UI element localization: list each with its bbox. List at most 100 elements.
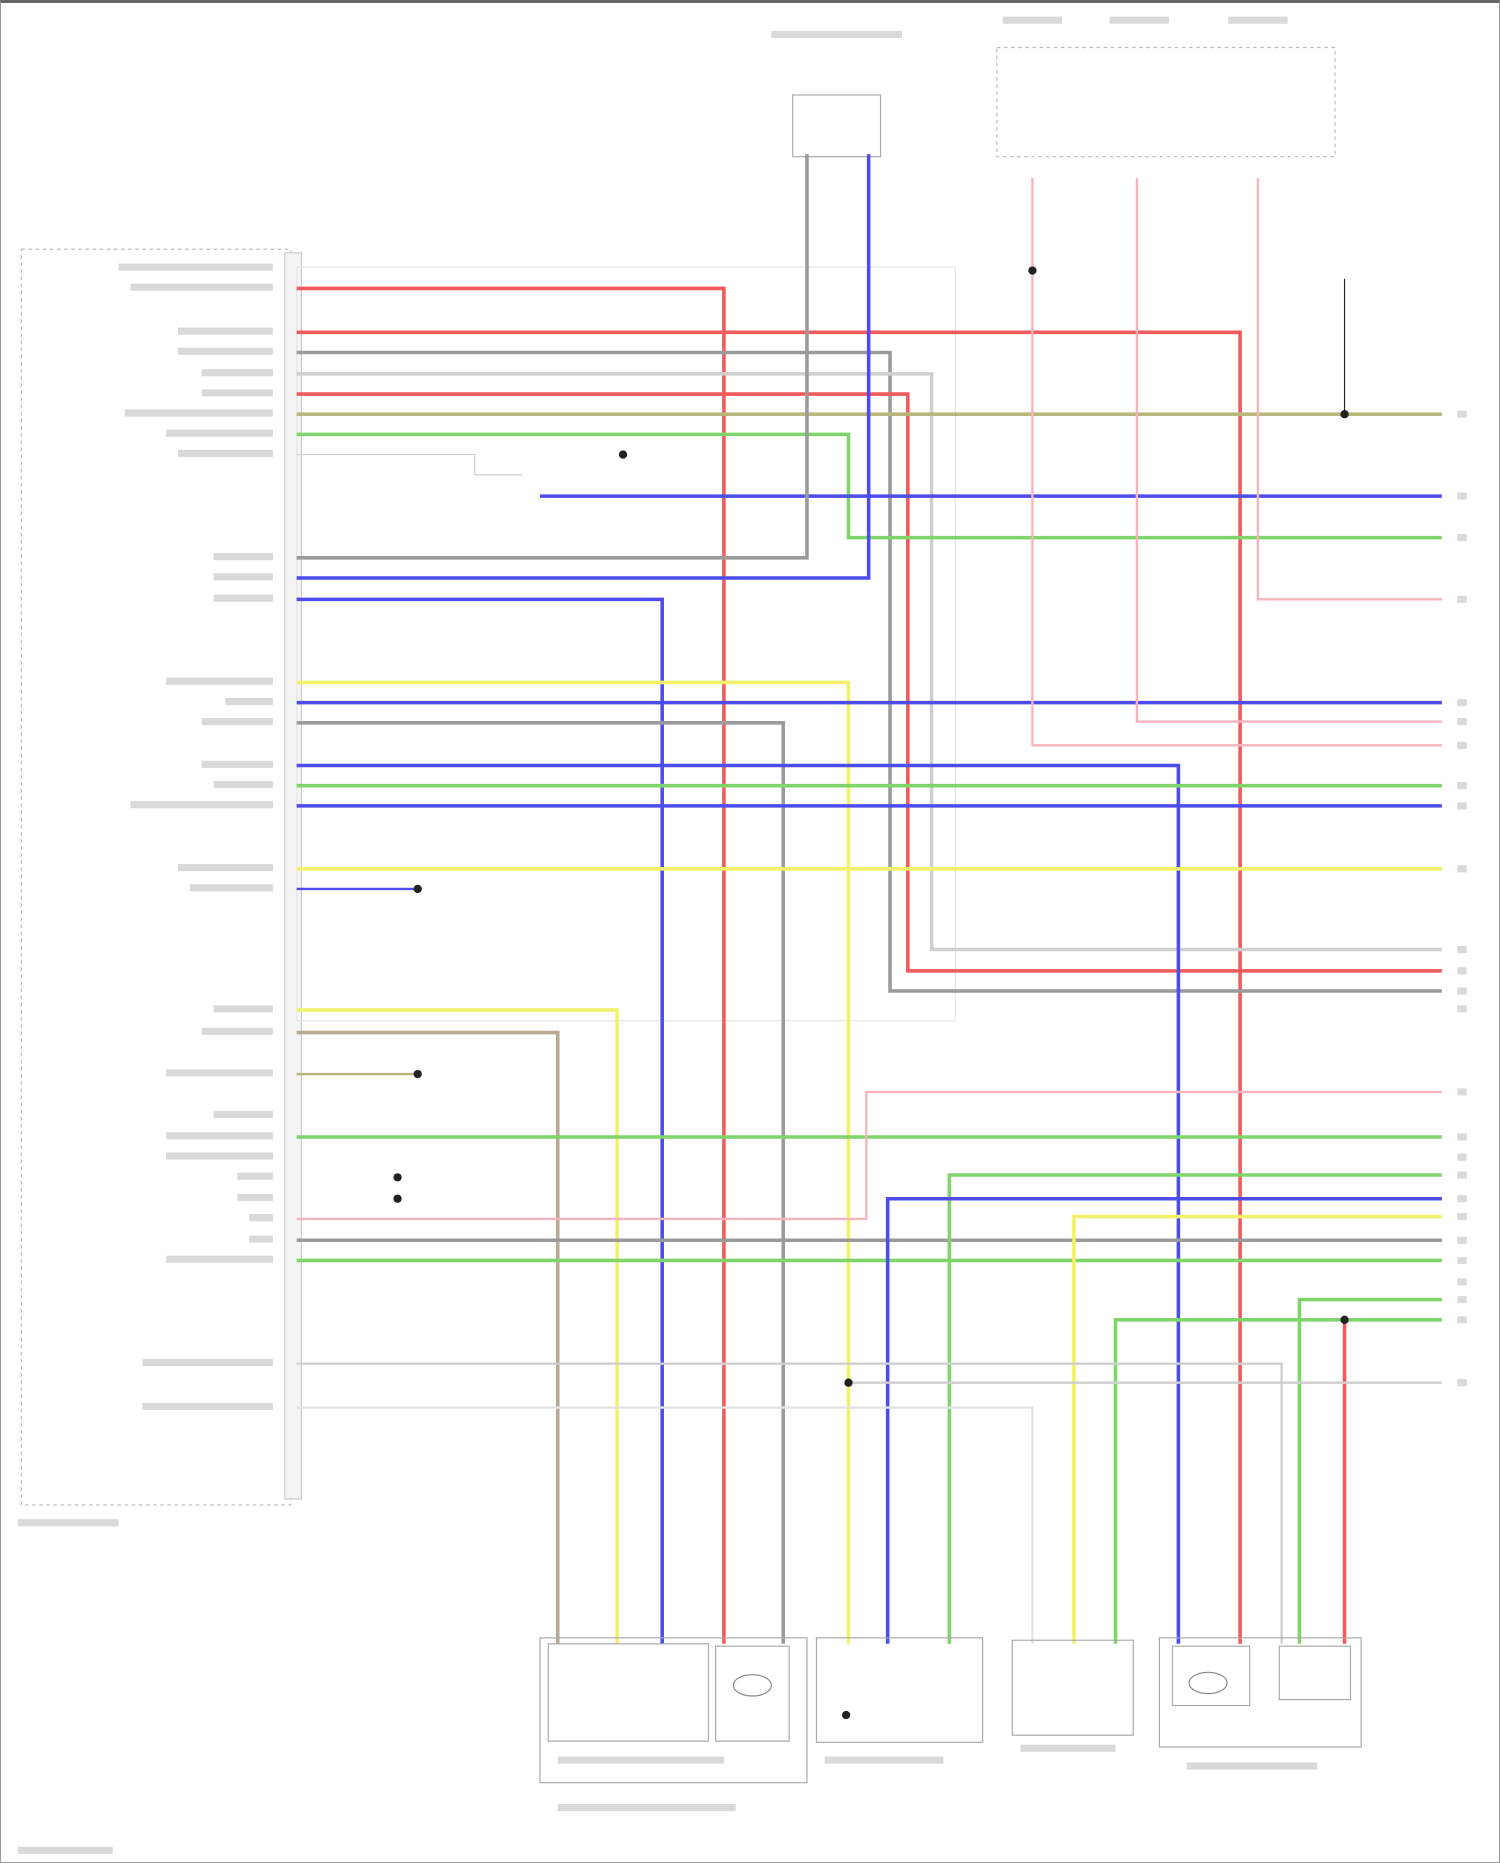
wire: [296, 1090, 1442, 1221]
wire: [296, 1030, 560, 1644]
wire: [296, 330, 1242, 1644]
pin-number: [1457, 802, 1467, 810]
component-box: [539, 1637, 808, 1784]
label-text-block: [225, 697, 273, 705]
wire: [296, 763, 1181, 1644]
pin-number: [1457, 987, 1467, 995]
label-text-block: [166, 1255, 273, 1263]
label-text-block: [213, 780, 273, 789]
label-text-block: [118, 263, 273, 271]
label-text-block: [237, 1193, 273, 1202]
wire: [1135, 178, 1442, 723]
label-text-block: [824, 1756, 944, 1764]
wire: [885, 1196, 1442, 1644]
pin-number: [1457, 1278, 1467, 1286]
pin-number: [1457, 945, 1467, 954]
label-text-block: [1020, 1744, 1116, 1752]
ecm-box: [20, 248, 292, 1506]
label-text-block: [1109, 16, 1169, 24]
wire: [296, 154, 871, 580]
wire: [296, 350, 1442, 993]
wire: [296, 453, 523, 476]
label-text-block: [201, 1027, 273, 1035]
pin-number: [1457, 1256, 1467, 1265]
wire: [296, 1406, 1034, 1644]
label-text-block: [17, 1519, 119, 1527]
label-text-block: [201, 389, 273, 397]
label-text-block: [178, 864, 273, 872]
label-text-block: [178, 449, 273, 457]
wire: [1256, 178, 1442, 601]
pin-number: [1457, 595, 1467, 603]
pin-number: [1457, 1296, 1467, 1304]
label-text-block: [771, 30, 902, 38]
splice-node: [1028, 266, 1037, 275]
label-text-block: [178, 347, 273, 355]
splice-node: [618, 450, 628, 459]
wire: [1072, 1214, 1442, 1644]
label-text-block: [213, 573, 273, 581]
splice-node: [413, 884, 422, 894]
component-box: [815, 1637, 984, 1743]
component-box: [1278, 1645, 1352, 1701]
pin-number: [1457, 1133, 1467, 1141]
component-box: [1171, 1645, 1251, 1707]
component-box: [1011, 1639, 1134, 1736]
pin-number: [1457, 410, 1467, 418]
label-text-block: [189, 884, 273, 892]
label-text-block: [166, 1132, 273, 1140]
label-text-block: [166, 1069, 273, 1077]
label-text-block: [166, 677, 273, 685]
label-text-block: [557, 1804, 736, 1812]
label-text-block: [1186, 1762, 1318, 1770]
pin-number: [1457, 1153, 1467, 1161]
wire: [1297, 1297, 1442, 1644]
pin-number: [1457, 782, 1467, 790]
label-text-block: [213, 1110, 273, 1119]
label-text-block: [249, 1235, 273, 1243]
label-text-block: [130, 801, 273, 809]
pin-number: [1457, 1316, 1467, 1324]
pin-number: [1457, 967, 1467, 975]
pin-number: [1457, 741, 1467, 749]
wire: [296, 154, 809, 560]
wire: [947, 1173, 1442, 1644]
pin-number: [1457, 1005, 1467, 1013]
splice-node: [393, 1173, 402, 1182]
label-text-block: [237, 1172, 273, 1180]
wire: [296, 372, 1442, 952]
label-text-block: [142, 1358, 273, 1367]
wire: [296, 432, 1442, 540]
splice-node: [393, 1194, 402, 1203]
fuse-block-box: [996, 46, 1336, 158]
pin-number: [1457, 1088, 1467, 1096]
splice-node: [1340, 410, 1349, 419]
label-text-block: [166, 429, 273, 437]
component-box: [547, 1643, 710, 1742]
label-text-block: [130, 283, 273, 291]
connector-outline: [296, 266, 956, 1022]
wire: [296, 680, 851, 1644]
label-text-block: [1002, 16, 1063, 24]
splice-node: [841, 1710, 851, 1720]
label-text-block: [17, 1846, 113, 1854]
wire: [296, 597, 664, 1644]
pin-number: [1457, 718, 1467, 726]
label-text-block: [213, 594, 273, 602]
ecm-connector: [284, 252, 303, 1500]
pin-number: [1457, 1379, 1467, 1387]
sensor-symbol: [1188, 1671, 1228, 1695]
wire: [296, 1362, 1283, 1644]
pin-number: [1457, 865, 1467, 873]
pin-number: [1457, 1195, 1467, 1203]
pin-number: [1457, 1236, 1467, 1244]
splice-node: [1340, 1315, 1349, 1324]
wire: [296, 721, 786, 1644]
wire: [296, 392, 1442, 973]
temp-sensor-box: [792, 94, 882, 158]
wire: [296, 286, 726, 1644]
label-text-block: [201, 760, 273, 768]
label-text-block: [213, 1005, 273, 1013]
wire: [296, 1008, 619, 1644]
